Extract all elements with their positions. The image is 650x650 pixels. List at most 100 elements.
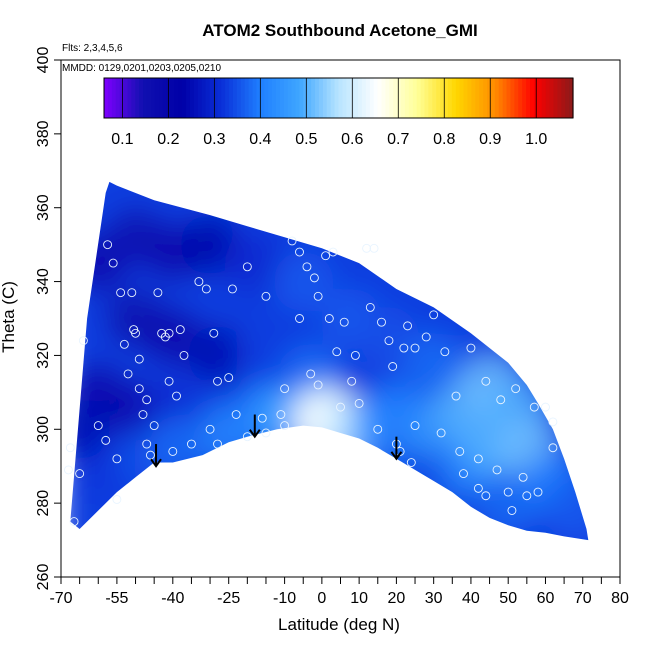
x-tick-label-11: 60 <box>537 590 555 607</box>
colorbar-segment-5 <box>123 78 129 118</box>
arrow-head-1 <box>248 429 261 439</box>
x-tick-label-12: 70 <box>574 590 592 607</box>
colorbar-segment-77 <box>404 78 410 118</box>
observation-point-101 <box>242 432 252 442</box>
y-tick-label-7: 400 <box>35 47 52 74</box>
colorbar-frame <box>103 77 574 119</box>
colorbar-segment-109 <box>530 78 535 118</box>
observation-point-54 <box>429 310 439 320</box>
colorbar-segment-86 <box>440 78 445 118</box>
observation-point-23 <box>179 350 189 360</box>
observation-point-55 <box>440 347 450 357</box>
colorbar-segment-60 <box>338 78 344 118</box>
colorbar-segment-39 <box>256 78 261 118</box>
observation-point-79 <box>406 458 416 467</box>
colorbar-segment-62 <box>346 78 351 118</box>
colorbar-segment-24 <box>197 78 203 118</box>
observation-point-59 <box>496 395 506 405</box>
observation-point-28 <box>224 373 234 383</box>
observation-point-38 <box>313 291 323 301</box>
observation-point-73 <box>373 424 383 434</box>
colorbar-segment-76 <box>401 78 406 118</box>
colorbar-segment-64 <box>354 78 359 118</box>
colorbar-segment-57 <box>326 78 332 118</box>
colorbar-segment-18 <box>174 78 179 118</box>
observation-point-53 <box>421 332 431 342</box>
colorbar-segment-40 <box>260 78 265 118</box>
arrow-head-0 <box>150 458 162 468</box>
observation-point-83 <box>492 465 502 475</box>
observation-point-16 <box>153 288 163 298</box>
observation-point-32 <box>287 236 297 246</box>
observation-point-25 <box>201 284 211 294</box>
field-cell-42 <box>70 399 110 460</box>
observation-markers <box>64 236 558 527</box>
colorbar-segment-61 <box>342 78 347 118</box>
colorbar-segment-51 <box>303 78 308 118</box>
colorbar-segment-21 <box>186 78 191 118</box>
observation-point-71 <box>313 380 323 390</box>
colorbar-segment-0 <box>104 78 109 118</box>
observation-point-90 <box>533 487 543 497</box>
colorbar-segment-1 <box>107 78 113 118</box>
colorbar-segment-48 <box>291 78 297 118</box>
colorbar-segment-119 <box>569 78 574 118</box>
colorbar-segment-93 <box>467 78 472 118</box>
colorbar-tick-label-9: 1.0 <box>525 131 547 148</box>
observation-point-3 <box>69 517 79 527</box>
observation-point-89 <box>518 472 528 482</box>
field-cell-15 <box>224 233 285 294</box>
field-cell-41 <box>545 480 589 541</box>
colorbar-segment-20 <box>182 78 187 118</box>
y-tick-label-5: 360 <box>35 194 52 221</box>
observation-point-67 <box>112 495 122 504</box>
observation-point-64 <box>93 421 103 431</box>
colorbar-tick-label-8: 0.9 <box>479 131 501 148</box>
observation-point-39 <box>324 314 334 323</box>
observation-point-41 <box>339 317 349 327</box>
colorbar-segment-116 <box>557 78 562 118</box>
observation-point-9 <box>123 369 133 379</box>
colorbar-segment-80 <box>416 78 422 118</box>
x-tick-label-3: -25 <box>217 590 240 607</box>
colorbar-segment-44 <box>275 78 281 118</box>
observation-point-6 <box>116 288 126 298</box>
observation-point-0 <box>78 336 88 346</box>
colorbar-tick-label-4: 0.5 <box>295 131 317 148</box>
colorbar-segment-27 <box>209 78 215 118</box>
chart-title: ATOM2 Southbound Acetone_GMI <box>202 21 477 40</box>
colorbar-segment-49 <box>295 78 301 118</box>
observation-point-27 <box>213 376 222 386</box>
colorbar-segment-54 <box>315 78 320 118</box>
colorbar-segment-91 <box>459 78 465 118</box>
colorbar-segment-102 <box>502 78 508 118</box>
colorbar-segment-38 <box>252 78 258 118</box>
observation-point-100 <box>142 439 152 449</box>
observation-point-19 <box>164 376 174 386</box>
x-tick-label-13: 80 <box>611 590 629 607</box>
observation-point-85 <box>522 491 532 501</box>
observation-point-65 <box>101 435 111 445</box>
observation-point-87 <box>481 491 491 501</box>
colorbar-segment-97 <box>483 78 488 118</box>
observation-point-7 <box>119 339 129 349</box>
colorbar-segment-42 <box>268 78 273 118</box>
colorbar-segment-17 <box>170 78 175 118</box>
colorbar-segment-23 <box>193 78 199 118</box>
colorbar-segment-111 <box>537 78 543 118</box>
observation-point-24 <box>194 277 204 287</box>
colorbar-segment-114 <box>549 78 555 118</box>
colorbar-segment-107 <box>522 78 527 118</box>
colorbar-segment-100 <box>494 78 500 118</box>
x-tick-label-6: 10 <box>350 590 368 607</box>
colorbar-segment-75 <box>397 78 402 118</box>
x-tick-label-4: -10 <box>273 590 296 607</box>
observation-point-56 <box>451 391 461 401</box>
colorbar-segment-8 <box>135 78 140 118</box>
colorbar-segment-95 <box>475 78 480 118</box>
observation-point-11 <box>131 328 140 338</box>
observation-point-94 <box>205 424 215 434</box>
observation-point-74 <box>280 384 290 394</box>
y-axis-label: Theta (C) <box>0 281 18 353</box>
colorbar-segment-26 <box>205 78 211 118</box>
